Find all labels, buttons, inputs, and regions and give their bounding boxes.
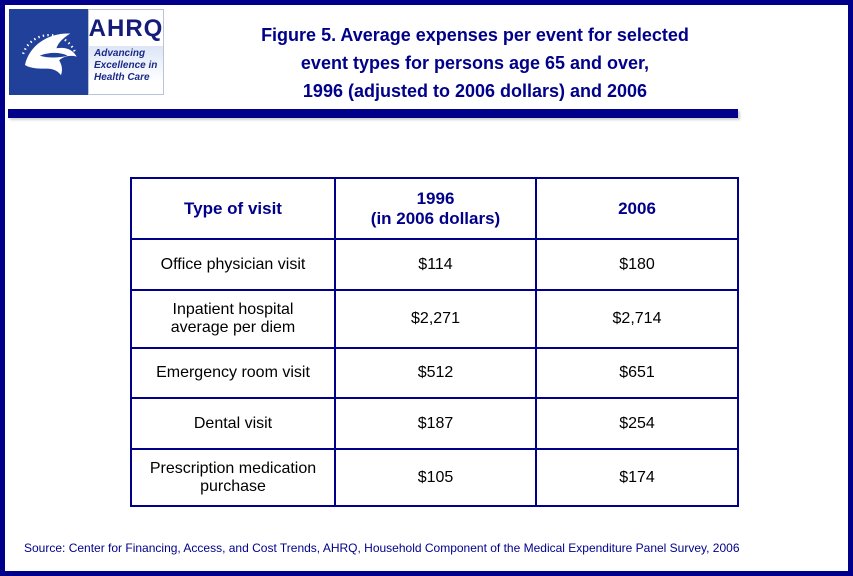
ahrq-tagline-line: Health Care <box>94 72 150 83</box>
table-row: Dental visit $187 $254 <box>130 397 739 450</box>
ahrq-tagline: Advancing Excellence in Health Care <box>89 46 163 86</box>
column-header-2006: 2006 <box>535 177 739 240</box>
value-2006: $2,714 <box>535 289 739 349</box>
figure-title: Figure 5. Average expenses per event for… <box>175 21 775 105</box>
value-2006: $651 <box>535 347 739 399</box>
ahrq-wordmark: AHRQ <box>88 15 164 42</box>
row-label: Prescription medication purchase <box>130 448 336 507</box>
value-1996: $2,271 <box>334 289 537 349</box>
value-1996: $105 <box>334 448 537 507</box>
column-header-1996: 1996 (in 2006 dollars) <box>334 177 537 240</box>
column-header-type-of-visit: Type of visit <box>130 177 336 240</box>
figure-title-line: Figure 5. Average expenses per event for… <box>261 25 689 45</box>
figure-title-line: 1996 (adjusted to 2006 dollars) and 2006 <box>302 81 648 101</box>
value-1996: $114 <box>334 238 537 291</box>
header-divider-bar <box>8 109 738 118</box>
table-row: Inpatient hospital average per diem $2,2… <box>130 289 739 349</box>
value-2006: $254 <box>535 397 739 450</box>
table-row: Office physician visit $114 $180 <box>130 238 739 291</box>
table-row: Prescription medication purchase $105 $1… <box>130 448 739 507</box>
logo-block: AHRQ Advancing Excellence in Health Care <box>9 9 164 95</box>
table-header-row: Type of visit 1996 (in 2006 dollars) 200… <box>130 177 739 240</box>
ahrq-tagline-line: Excellence in <box>94 60 158 71</box>
value-1996: $187 <box>334 397 537 450</box>
row-label: Emergency room visit <box>130 347 336 399</box>
expenses-table: Type of visit 1996 (in 2006 dollars) 200… <box>130 177 739 507</box>
value-2006: $174 <box>535 448 739 507</box>
row-label: Inpatient hospital average per diem <box>130 289 336 349</box>
hhs-eagle-icon <box>21 33 77 76</box>
value-1996: $512 <box>334 347 537 399</box>
row-label: Office physician visit <box>130 238 336 291</box>
column-header-1996-line2: (in 2006 dollars) <box>370 208 501 228</box>
ahrq-tagline-line: Advancing <box>94 48 146 59</box>
figure-title-line: event types for persons age 65 and over, <box>300 53 650 73</box>
source-note: Source: Center for Financing, Access, an… <box>24 541 740 555</box>
ahrq-logo: AHRQ Advancing Excellence in Health Care <box>88 9 164 95</box>
row-label: Dental visit <box>130 397 336 450</box>
column-header-1996-line1: 1996 <box>416 188 455 208</box>
hhs-logo <box>9 9 88 95</box>
value-2006: $180 <box>535 238 739 291</box>
table-row: Emergency room visit $512 $651 <box>130 347 739 399</box>
